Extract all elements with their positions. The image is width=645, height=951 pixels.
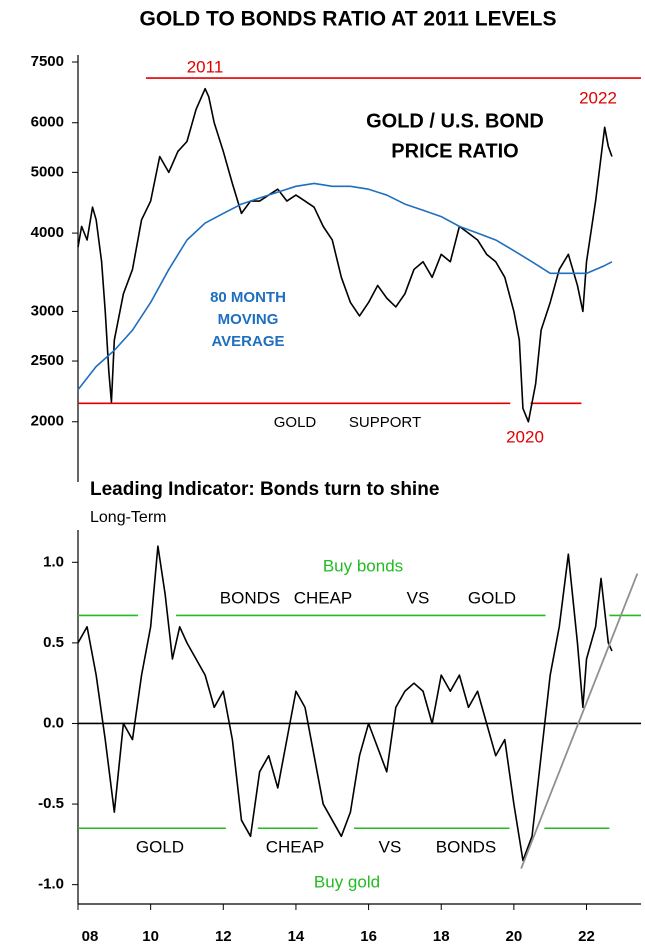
annotation: MOVING xyxy=(218,311,279,328)
y-tick-label: 7500 xyxy=(31,53,64,70)
y-tick-label: -1.0 xyxy=(38,876,64,893)
annotation: BONDS xyxy=(436,837,496,856)
y-tick-label: 2000 xyxy=(31,413,64,430)
y-tick-label: 5000 xyxy=(31,163,64,180)
annotation: GOLD xyxy=(274,414,317,431)
x-tick-label: 12 xyxy=(215,928,232,945)
x-tick-label: 16 xyxy=(360,928,377,945)
y-tick-label: 2500 xyxy=(31,352,64,369)
annotation: VS xyxy=(407,588,430,607)
x-tick-label: 14 xyxy=(288,928,305,945)
chart-title: Leading Indicator: Bonds turn to shine xyxy=(90,479,439,500)
x-tick-label: 20 xyxy=(506,928,523,945)
annotation: GOLD xyxy=(136,837,184,856)
series-line xyxy=(77,545,613,862)
annotation: 2011 xyxy=(187,57,224,76)
annotation: AVERAGE xyxy=(211,333,284,350)
chart-subtitle: Long-Term xyxy=(90,509,166,526)
y-tick-label: 3000 xyxy=(31,302,64,319)
annotation: GOLD xyxy=(468,588,516,607)
annotation: Buy bonds xyxy=(323,556,403,575)
annotation: VS xyxy=(379,837,402,856)
annotation: GOLD / U.S. BOND xyxy=(366,110,544,132)
y-tick-label: 1.0 xyxy=(43,553,64,570)
x-tick-label: 18 xyxy=(433,928,450,945)
annotation: CHEAP xyxy=(266,837,325,856)
annotation: PRICE RATIO xyxy=(391,140,518,162)
trend-line xyxy=(520,573,639,869)
x-tick-label: 08 xyxy=(82,928,99,945)
annotation: 80 MONTH xyxy=(210,289,286,306)
annotation: SUPPORT xyxy=(349,414,421,431)
annotation: BONDS xyxy=(220,588,280,607)
y-tick-label: -0.5 xyxy=(38,795,64,812)
annotation: 2020 xyxy=(506,427,544,446)
annotation: CHEAP xyxy=(294,588,353,607)
y-tick-label: 0.5 xyxy=(43,634,64,651)
y-tick-label: 6000 xyxy=(31,114,64,131)
x-tick-label: 22 xyxy=(578,928,595,945)
series-line xyxy=(77,87,613,423)
y-tick-label: 4000 xyxy=(31,224,64,241)
x-tick-label: 10 xyxy=(142,928,159,945)
series-line xyxy=(77,182,613,391)
chart-title: GOLD TO BONDS RATIO AT 2011 LEVELS xyxy=(140,8,557,31)
y-tick-label: 0.0 xyxy=(43,714,64,731)
annotation: Buy gold xyxy=(314,872,380,891)
annotation: 2022 xyxy=(579,88,617,107)
